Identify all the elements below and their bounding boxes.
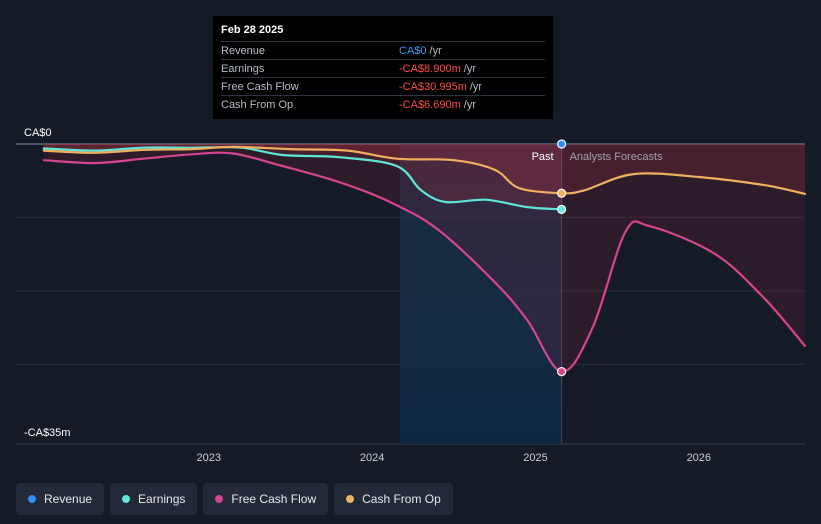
forecast-label: Analysts Forecasts xyxy=(570,151,663,163)
series-area xyxy=(43,144,806,372)
legend-item-free-cash-flow[interactable]: Free Cash Flow xyxy=(203,483,329,515)
series-marker xyxy=(557,188,567,198)
tooltip-label: Earnings xyxy=(221,62,265,75)
tooltip-label: Free Cash Flow xyxy=(221,80,299,93)
legend-label: Free Cash Flow xyxy=(231,492,317,506)
y-tick-label: CA$0 xyxy=(24,127,52,139)
tooltip-label: Revenue xyxy=(221,44,266,57)
legend: Revenue Earnings Free Cash Flow Cash Fro… xyxy=(16,483,453,515)
tooltip-unit: /yr xyxy=(469,80,483,93)
cash-from-op-dot-icon xyxy=(346,495,355,503)
tooltip-value: -CA$6.690m xyxy=(399,98,461,111)
series-line xyxy=(42,146,563,211)
tooltip-unit: /yr xyxy=(429,44,442,57)
x-tick-label: 2023 xyxy=(197,452,221,464)
tooltip-row-earnings: Earnings -CA$8.900m /yr xyxy=(221,59,545,77)
earnings-dot-icon xyxy=(122,495,131,503)
tooltip-row-free-cash-flow: Free Cash Flow -CA$30.995m /yr xyxy=(221,77,545,95)
tooltip-row-cash-from-op: Cash From Op -CA$6.690m /yr xyxy=(221,95,545,113)
legend-label: Revenue xyxy=(44,492,93,506)
x-tick-label: 2026 xyxy=(687,452,711,464)
y-tick-label: -CA$35m xyxy=(24,427,70,439)
tooltip-value: CA$0 xyxy=(399,44,427,57)
series-area xyxy=(43,144,806,194)
series-line xyxy=(42,151,807,373)
tooltip-date: Feb 28 2025 xyxy=(221,24,284,36)
series-marker xyxy=(557,204,567,214)
past-label: Past xyxy=(532,151,554,163)
tooltip-unit: /yr xyxy=(463,62,476,75)
revenue-dot-icon xyxy=(28,495,36,503)
legend-label: Earnings xyxy=(138,492,186,506)
x-tick-label: 2024 xyxy=(360,452,384,464)
legend-item-cash-from-op[interactable]: Cash From Op xyxy=(334,483,453,515)
tooltip: Feb 28 2025 Revenue CA$0 /yr Earnings -C… xyxy=(213,16,553,119)
legend-item-earnings[interactable]: Earnings xyxy=(110,483,198,515)
x-tick-label: 2025 xyxy=(523,452,547,464)
tooltip-row-revenue: Revenue CA$0 /yr xyxy=(221,41,545,59)
series-marker xyxy=(557,139,567,149)
series-line xyxy=(42,145,807,195)
tooltip-value: -CA$30.995m xyxy=(399,80,467,93)
legend-item-revenue[interactable]: Revenue xyxy=(16,483,105,515)
chart-canvas: CA$0 -CA$35m 2023 2024 2025 2026 Past Analysts … xyxy=(16,127,807,464)
tooltip-value: -CA$8.900m xyxy=(399,62,461,75)
tooltip-label: Cash From Op xyxy=(221,98,294,111)
legend-label: Cash From Op xyxy=(362,492,441,506)
free-cash-flow-dot-icon xyxy=(215,495,224,503)
tooltip-unit: /yr xyxy=(463,98,476,111)
series-marker xyxy=(557,367,567,377)
